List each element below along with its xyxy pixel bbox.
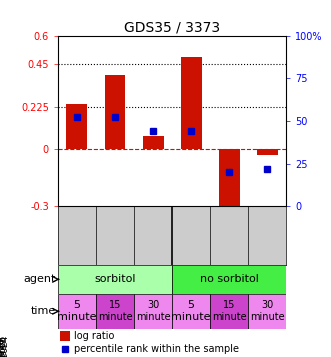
Text: 30
minute: 30 minute	[250, 301, 285, 322]
Bar	[248, 294, 286, 328]
Bar	[134, 294, 172, 328]
Bar	[105, 75, 125, 149]
Text: 15
minute: 15 minute	[212, 301, 247, 322]
Bar	[172, 294, 210, 328]
Text: GSM1025: GSM1025	[0, 335, 8, 357]
Text: 30
minute: 30 minute	[136, 301, 170, 322]
Text: percentile rank within the sample: percentile rank within the sample	[74, 345, 239, 355]
Bar	[58, 265, 172, 294]
Text: GSM937: GSM937	[0, 338, 9, 357]
Bar	[210, 294, 248, 328]
Text: sorbitol: sorbitol	[94, 274, 136, 284]
Text: 5
minute: 5 minute	[57, 301, 97, 322]
Text: GSM934: GSM934	[0, 338, 5, 357]
Bar	[257, 149, 278, 155]
Text: GSM1024: GSM1024	[1, 335, 10, 357]
Text: log ratio: log ratio	[74, 331, 114, 341]
Text: agent: agent	[23, 274, 56, 284]
Text: GSM935: GSM935	[0, 338, 6, 357]
Bar	[60, 331, 71, 341]
Title: GDS35 / 3373: GDS35 / 3373	[124, 21, 220, 35]
Bar	[143, 136, 164, 149]
Text: 5
minute: 5 minute	[171, 301, 211, 322]
Text: 15
minute: 15 minute	[98, 301, 132, 322]
Bar	[58, 294, 96, 328]
Bar	[96, 294, 134, 328]
Bar	[67, 104, 87, 149]
Bar	[181, 56, 202, 149]
Text: no sorbitol: no sorbitol	[200, 274, 259, 284]
Text: GSM936: GSM936	[0, 338, 7, 357]
Bar	[172, 265, 286, 294]
Bar	[219, 149, 240, 210]
Text: time: time	[30, 306, 56, 316]
